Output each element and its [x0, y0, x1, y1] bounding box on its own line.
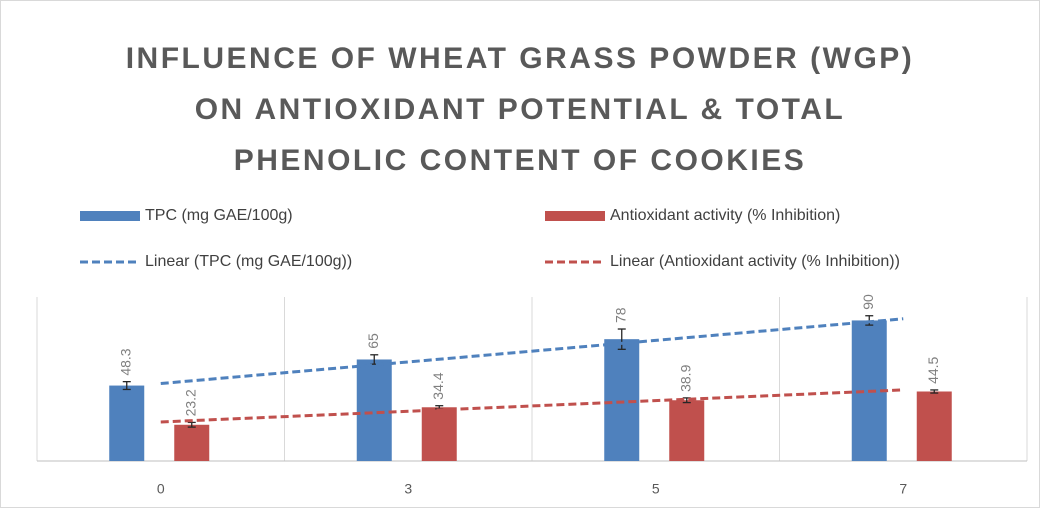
trendline: [160, 317, 904, 386]
data-label: 90: [860, 294, 876, 310]
legend-swatch: [545, 211, 605, 221]
x-tick-label: 3: [404, 481, 412, 497]
data-label: 48.3: [117, 348, 133, 375]
data-label: 78: [612, 307, 628, 323]
bar: [421, 407, 457, 461]
data-label: 23.2: [182, 389, 198, 416]
error-bar: [617, 328, 626, 350]
legend-label: Antioxidant activity (% Inhibition): [610, 207, 840, 224]
chart-title: INFLUENCE OF WHEAT GRASS POWDER (WGP) ON…: [125, 42, 915, 177]
legend-label: TPC (mg GAE/100g): [145, 207, 293, 224]
trendline: [160, 388, 904, 424]
data-label: 65: [365, 333, 381, 349]
error-bar: [187, 421, 196, 428]
legend-label: Linear (Antioxidant activity (% Inhibiti…: [610, 253, 900, 270]
bar: [356, 359, 392, 461]
x-tick-label: 0: [157, 481, 165, 497]
data-label: 38.9: [677, 364, 693, 391]
error-bar: [122, 381, 131, 391]
data-label: 34.4: [430, 372, 446, 399]
bar: [174, 424, 210, 461]
bar: [669, 400, 705, 461]
data-label: 44.5: [925, 356, 941, 383]
bar: [916, 391, 952, 461]
x-tick-label: 7: [899, 481, 907, 497]
error-bar: [930, 389, 939, 394]
legend-swatch: [80, 211, 140, 221]
bar: [109, 385, 145, 461]
x-tick-label: 5: [652, 481, 660, 497]
legend-label: Linear (TPC (mg GAE/100g)): [145, 253, 352, 270]
